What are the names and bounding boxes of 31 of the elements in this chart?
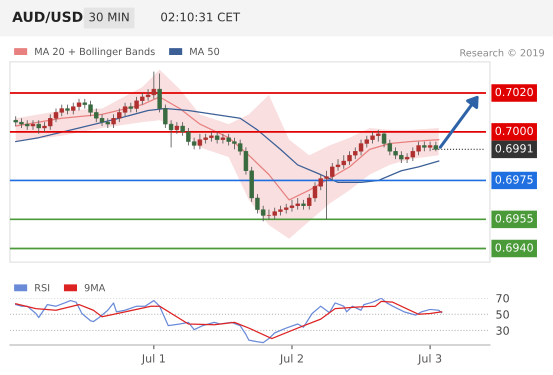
candlestick <box>434 141 438 152</box>
candlestick <box>174 122 180 134</box>
ref-line-label: 0.7000 <box>495 126 533 136</box>
x-tick-label: Jul 1 <box>141 354 165 365</box>
ref-line-label: 0.6991 <box>495 144 533 153</box>
candlestick <box>30 120 36 130</box>
candlestick <box>422 141 427 152</box>
candlestick <box>301 199 306 210</box>
ref-line-label: 0.6940 <box>495 243 533 252</box>
candlestick <box>65 104 70 115</box>
x-tick-label: Jul 2 <box>279 354 303 365</box>
text: 02:10:31 CET <box>161 12 240 22</box>
candlestick <box>128 102 134 113</box>
candlestick <box>428 141 432 152</box>
candlestick <box>36 120 41 134</box>
y-tick-label: 50 <box>496 310 509 319</box>
candlestick <box>214 131 220 144</box>
ref-line-label: 0.6975 <box>495 175 533 184</box>
y-tick-label: 30 <box>496 326 509 335</box>
x-tick-label: Jul 3 <box>418 354 442 365</box>
legend-label: MA 20 + Bollinger Bands <box>35 48 155 58</box>
chart-title: AUD/USD <box>12 12 82 24</box>
ref-line-label: 0.6955 <box>495 214 533 223</box>
ref-line-label: 0.7020 <box>495 88 533 96</box>
legend-label: MA 50 <box>190 48 220 56</box>
chart-subtitle: 30 MIN <box>89 12 129 22</box>
y-tick-label: 70 <box>496 294 509 303</box>
candlestick <box>220 133 226 144</box>
text: Research © 2019 <box>460 48 544 56</box>
legend-label: 9MA <box>84 284 106 292</box>
legend-label: RSI <box>35 284 50 292</box>
